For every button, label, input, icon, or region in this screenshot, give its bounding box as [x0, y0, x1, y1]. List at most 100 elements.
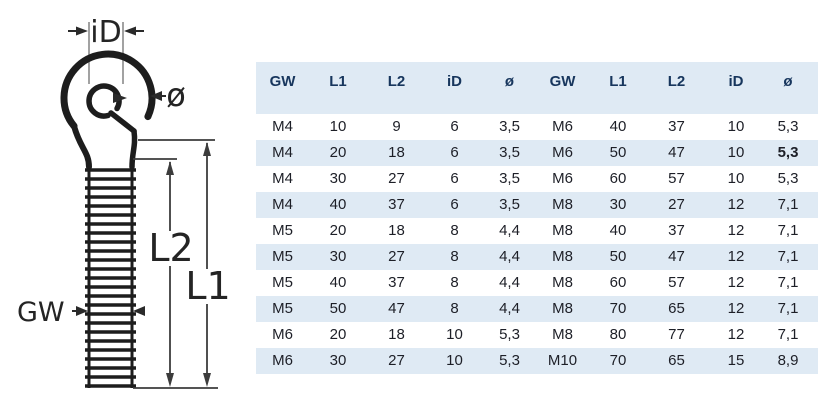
- dimension-cell: 47: [367, 296, 426, 322]
- column-header: L2: [647, 62, 706, 114]
- dimension-cell: 5,3: [483, 348, 536, 374]
- table-row: M6 20 18 10 5,3 M8 80 77 12 7,1: [256, 322, 818, 348]
- dimension-cell: M4: [272, 170, 293, 187]
- dimension-cell: 40: [609, 118, 627, 135]
- table-row: M5 50 47 8 4,4 M8 70 65 12 7,1: [256, 296, 818, 322]
- dimension-cell: M5: [256, 244, 309, 270]
- column-header: GW: [536, 62, 589, 114]
- table-header-row: GW L1 L2 iD ø GW L1 L2 iD ø: [256, 62, 818, 114]
- dimension-cell: 27: [367, 348, 426, 374]
- table-row: M5 30 27 8 4,4 M8 50 47 12 7,1: [256, 244, 818, 270]
- dimension-cell: 60: [609, 170, 627, 187]
- dimension-cell: 12: [727, 274, 745, 291]
- dimension-cell: 12: [706, 192, 766, 218]
- dimension-cell: M6: [552, 170, 573, 187]
- dimension-cell: 7,1: [777, 222, 799, 239]
- dimension-cell: 7,1: [766, 192, 818, 218]
- eye-wire-end: [108, 110, 137, 134]
- dimension-cell: 77: [668, 326, 685, 343]
- dimension-cell: 47: [647, 244, 706, 270]
- dimension-cell: 6: [426, 192, 483, 218]
- dimension-cell: 18: [388, 326, 405, 343]
- dimension-cell: 10: [329, 118, 347, 135]
- dimension-cell: 37: [668, 222, 685, 239]
- dimension-cell: 30: [309, 244, 367, 270]
- dimension-cell: 4,4: [483, 296, 536, 322]
- dimension-cell: 7,1: [766, 296, 818, 322]
- dimension-cell: 30: [329, 170, 347, 187]
- gw-arrow-left: [76, 306, 88, 316]
- dimension-cell: 37: [668, 118, 685, 135]
- dimension-cell: M8: [552, 326, 573, 343]
- dimension-cell: 4,4: [499, 222, 520, 239]
- dimension-cell: 40: [329, 274, 347, 291]
- dimension-cell: 20: [309, 140, 367, 166]
- dimension-cell: 12: [727, 222, 745, 239]
- dimension-cell: 57: [668, 170, 685, 187]
- dimension-cell: 50: [309, 296, 367, 322]
- dimension-cell: 65: [647, 348, 706, 374]
- dimension-cell: M8: [552, 222, 573, 239]
- dimension-cell: M4: [272, 118, 293, 135]
- dim-label-l2: L2: [148, 226, 193, 270]
- dimension-cell: 10: [706, 140, 766, 166]
- dimension-cell: M5: [256, 296, 309, 322]
- dimension-cell: 7,1: [766, 244, 818, 270]
- dimension-cell: 5,3: [777, 170, 799, 187]
- dimension-cell: 50: [589, 244, 647, 270]
- dim-label-gw: GW: [17, 297, 65, 328]
- column-header: L1: [589, 62, 647, 114]
- table-row: M4 30 27 6 3,5 M6 60 57 10 5,3: [256, 166, 818, 192]
- dimension-cell: 6: [450, 170, 459, 187]
- table-row: M6 30 27 10 5,3 M10 70 65 15 8,9: [256, 348, 818, 374]
- dimension-cell: 10: [727, 118, 745, 135]
- dimension-cell: M5: [272, 274, 293, 291]
- dimension-cell: 12: [706, 296, 766, 322]
- neck-left-outline: [71, 123, 92, 170]
- dim-label-l1: L1: [185, 264, 230, 308]
- dimension-cell: 70: [589, 296, 647, 322]
- dimension-cell: 3,5: [483, 140, 536, 166]
- dimension-cell: M8: [536, 192, 589, 218]
- dimension-cell: 57: [668, 274, 685, 291]
- column-header: ø: [483, 62, 536, 114]
- diameter-arrow-inner: [113, 93, 127, 103]
- table-row: M4 20 18 6 3,5 M6 50 47 10 5,3: [256, 140, 818, 166]
- dimension-cell: 8: [450, 274, 459, 291]
- dimension-cell: M8: [536, 244, 589, 270]
- dimension-cell: 3,5: [483, 192, 536, 218]
- table-row: M5 20 18 8 4,4 M8 40 37 12 7,1: [256, 218, 818, 244]
- id-arrow-left: [76, 26, 88, 36]
- column-header: ø: [766, 62, 818, 114]
- dimension-cell: 37: [367, 192, 426, 218]
- dimension-cell: 6: [450, 118, 459, 135]
- dimension-cell: M5: [272, 222, 293, 239]
- dimension-cell: 15: [706, 348, 766, 374]
- dimension-cell: 18: [367, 140, 426, 166]
- dimension-cell: 8,9: [766, 348, 818, 374]
- l1-arrow-up: [203, 142, 211, 156]
- dimension-cell: M6: [256, 348, 309, 374]
- eye-outer-ring: [60, 50, 156, 130]
- dimension-cell: 5,3: [499, 326, 520, 343]
- dimensions-table: GW L1 L2 iD ø GW L1 L2 iD ø M4 10 9 6 3,5 M6 40 37 10 5,3 M…: [256, 62, 818, 374]
- gw-arrow-right: [133, 306, 145, 316]
- dimension-cell: 27: [367, 244, 426, 270]
- dimension-cell: 65: [647, 296, 706, 322]
- dimension-cell: 10: [446, 326, 463, 343]
- dimension-cell: 47: [647, 140, 706, 166]
- dimension-cell: 70: [589, 348, 647, 374]
- column-header: iD: [426, 62, 483, 114]
- dimension-cell: 12: [727, 326, 745, 343]
- dimension-cell: 18: [388, 222, 405, 239]
- dimension-cell: 3,5: [499, 118, 520, 135]
- dimension-cell: 5,3: [777, 118, 799, 135]
- dimension-cell: 27: [388, 170, 405, 187]
- dimension-cell: 40: [309, 192, 367, 218]
- dimension-cell: 20: [329, 222, 347, 239]
- dimension-cell: 9: [392, 118, 401, 135]
- dimension-cell: M4: [256, 192, 309, 218]
- dimension-cell: M6: [536, 140, 589, 166]
- l2-arrow-up: [166, 161, 174, 175]
